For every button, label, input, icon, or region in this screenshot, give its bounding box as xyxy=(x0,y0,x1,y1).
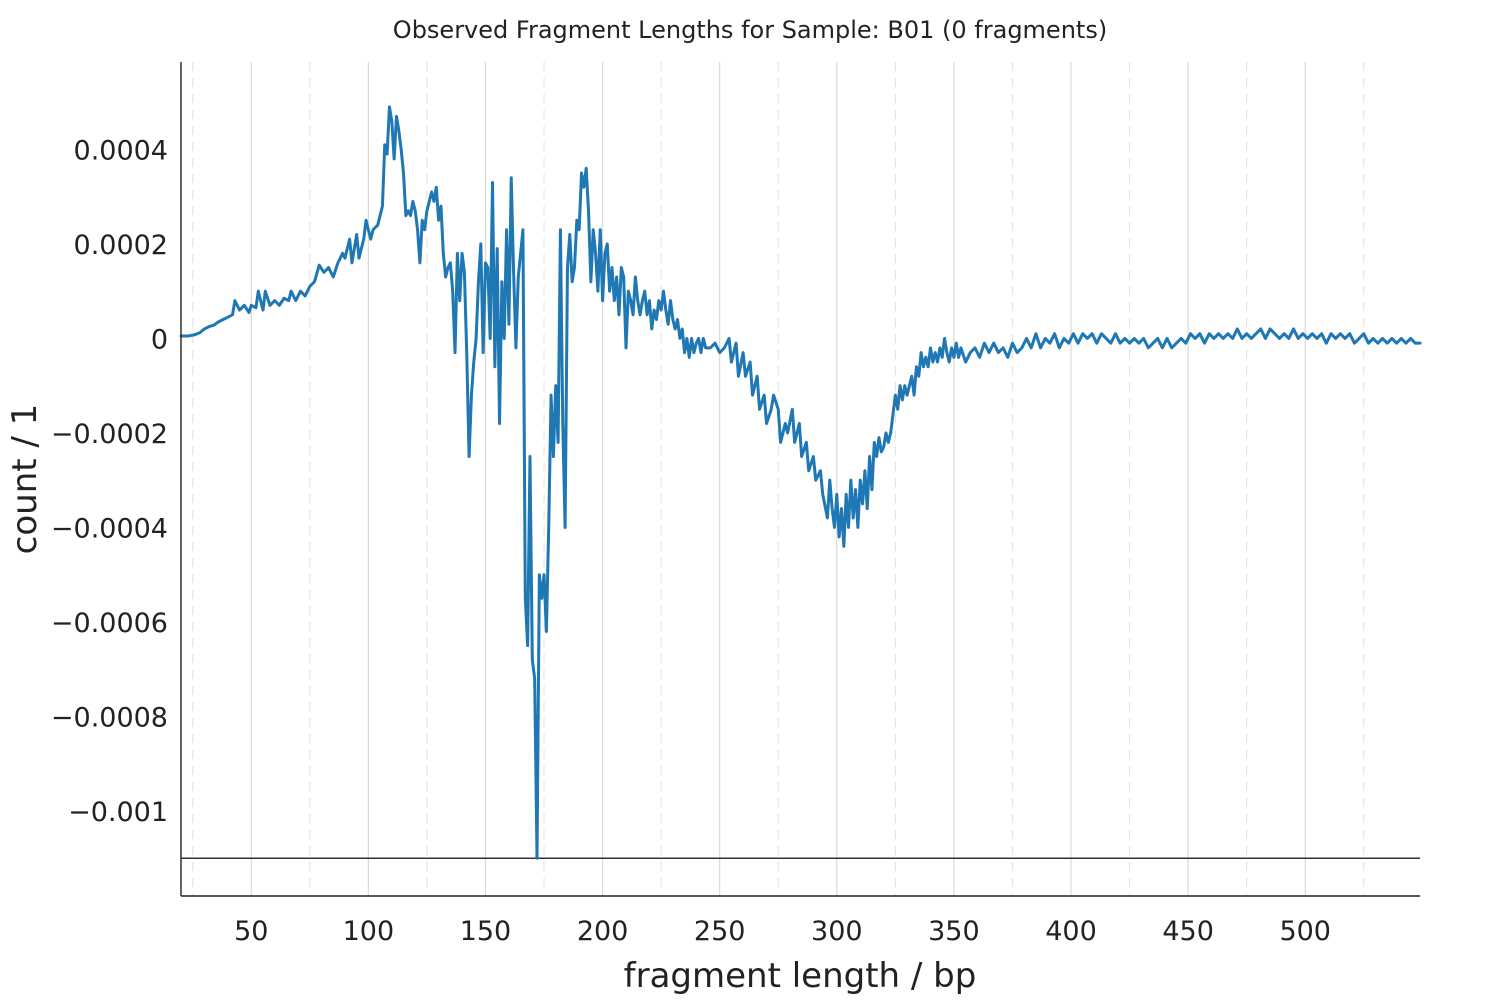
x-tick-label: 300 xyxy=(811,916,863,947)
x-tick-label: 100 xyxy=(343,916,395,947)
x-tick-label: 50 xyxy=(234,916,268,947)
x-tick-label: 250 xyxy=(694,916,746,947)
y-axis-label: count / 1 xyxy=(5,404,45,555)
y-tick-label: −0.0002 xyxy=(51,419,168,450)
series-line-0 xyxy=(179,105,1422,860)
tick-labels-layer: 50 100 150 200 250 300 350 400 450 500 0.0004 0.000… xyxy=(51,135,1331,947)
y-tick-label: −0.0004 xyxy=(51,513,168,544)
x-tick-label: 150 xyxy=(460,916,512,947)
y-tick-label: 0.0004 xyxy=(74,135,168,166)
y-tick-label: −0.001 xyxy=(68,797,168,828)
x-tick-label: 500 xyxy=(1279,916,1331,947)
axes-layer xyxy=(180,62,1420,897)
y-tick-label: 0.0002 xyxy=(74,230,168,261)
y-tick-label: 0 xyxy=(151,324,168,355)
x-axis-label: fragment length / bp xyxy=(624,956,977,996)
y-tick-label: −0.0008 xyxy=(51,702,168,733)
series-layer xyxy=(179,105,1422,860)
x-tick-label: 200 xyxy=(577,916,629,947)
x-tick-label: 350 xyxy=(928,916,980,947)
chart-title: Observed Fragment Lengths for Sample: B0… xyxy=(393,16,1107,44)
grid-layer xyxy=(192,62,1365,896)
x-tick-label: 450 xyxy=(1162,916,1214,947)
y-tick-label: −0.0006 xyxy=(51,608,168,639)
x-tick-label: 400 xyxy=(1045,916,1097,947)
